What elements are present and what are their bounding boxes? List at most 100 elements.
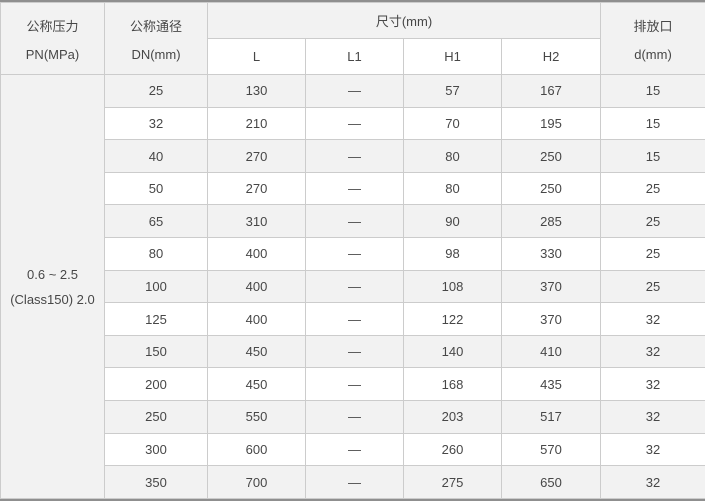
cell-l: 270 bbox=[207, 139, 306, 173]
header-diameter: 公称通径 DN(mm) bbox=[104, 2, 208, 75]
cell-h2: 650 bbox=[500, 465, 602, 499]
cell-d: 32 bbox=[600, 465, 705, 499]
cell-h2: 250 bbox=[500, 171, 602, 206]
table-row: 150 450—140 410 32 bbox=[1, 334, 705, 369]
cell-dn: 125 bbox=[104, 302, 208, 336]
table-row: 40 270—80 250 15 bbox=[1, 139, 705, 173]
pressure-range-cell: 0.6 ~ 2.5 (Class150) 2.0 bbox=[0, 74, 105, 499]
cell-dn: 300 bbox=[104, 432, 208, 467]
header-dim-h2: H2 bbox=[500, 38, 602, 75]
cell-l: 210 bbox=[207, 106, 306, 141]
header-pressure-label: 公称压力 bbox=[26, 18, 79, 34]
header-dim-h1: H1 bbox=[403, 38, 502, 75]
cell-l1: — bbox=[305, 171, 404, 206]
cell-h1: 260 bbox=[403, 432, 502, 467]
cell-l1: — bbox=[305, 465, 404, 499]
cell-h2: 195 bbox=[500, 106, 602, 141]
cell-dn: 50 bbox=[104, 171, 208, 206]
cell-h2: 517 bbox=[500, 400, 602, 434]
cell-l1: — bbox=[305, 74, 404, 108]
cell-dn: 100 bbox=[104, 269, 208, 304]
cell-l1: — bbox=[305, 302, 404, 336]
cell-dn: 200 bbox=[104, 367, 208, 402]
cell-dn: 32 bbox=[104, 106, 208, 141]
table-header: 公称压力 PN(MPa) 公称通径 DN(mm) 尺寸(mm) 排放口 d(mm… bbox=[0, 2, 705, 75]
cell-h2: 570 bbox=[500, 432, 602, 467]
cell-h1: 108 bbox=[403, 269, 502, 304]
table-row: 32 210—70 195 15 bbox=[1, 106, 705, 141]
cell-d: 32 bbox=[600, 334, 705, 369]
cell-dn: 150 bbox=[104, 334, 208, 369]
cell-d: 32 bbox=[600, 367, 705, 402]
cell-l: 130 bbox=[207, 74, 306, 108]
header-pressure-unit: PN(MPa) bbox=[25, 46, 80, 62]
header-pressure: 公称压力 PN(MPa) bbox=[0, 2, 105, 75]
header-diameter-unit: DN(mm) bbox=[131, 46, 181, 62]
cell-l: 550 bbox=[207, 400, 306, 434]
cell-l1: — bbox=[305, 367, 404, 402]
header-dim-l1: L1 bbox=[305, 38, 404, 75]
table-row: 80 400—98 330 25 bbox=[1, 237, 705, 271]
cell-d: 32 bbox=[600, 400, 705, 434]
cell-d: 15 bbox=[600, 106, 705, 141]
table-row: 350 700—275 650 32 bbox=[1, 465, 705, 499]
cell-h2: 435 bbox=[500, 367, 602, 402]
table-row: 100 400—108 370 25 bbox=[1, 269, 705, 304]
cell-l1: — bbox=[305, 432, 404, 467]
table-row: 50 270—80 250 25 bbox=[1, 171, 705, 206]
cell-l1: — bbox=[305, 400, 404, 434]
cell-l1: — bbox=[305, 204, 404, 239]
header-diameter-label: 公称通径 bbox=[129, 18, 182, 34]
cell-h1: 140 bbox=[403, 334, 502, 369]
cell-l1: — bbox=[305, 269, 404, 304]
header-drain-label: 排放口 bbox=[633, 18, 673, 34]
cell-l1: — bbox=[305, 139, 404, 173]
cell-h2: 370 bbox=[500, 302, 602, 336]
header-drain-unit: d(mm) bbox=[634, 46, 672, 62]
cell-l: 600 bbox=[207, 432, 306, 467]
cell-dn: 40 bbox=[104, 139, 208, 173]
cell-h1: 275 bbox=[403, 465, 502, 499]
cell-l: 400 bbox=[207, 302, 306, 336]
cell-h2: 285 bbox=[500, 204, 602, 239]
table-row: 125 400—122 370 32 bbox=[1, 302, 705, 336]
cell-d: 15 bbox=[600, 74, 705, 108]
cell-h1: 80 bbox=[403, 139, 502, 173]
table-body: 0.6 ~ 2.5 (Class150) 2.0 25 130—57 167 15 32 21… bbox=[0, 74, 705, 499]
cell-h2: 410 bbox=[500, 334, 602, 369]
cell-h1: 90 bbox=[403, 204, 502, 239]
cell-h1: 80 bbox=[403, 171, 502, 206]
header-drain: 排放口 d(mm) bbox=[600, 2, 705, 75]
table-row: 65 310—90 285 25 bbox=[1, 204, 705, 239]
header-row-sub: L L1 H1 H2 bbox=[1, 38, 705, 75]
table-row: 300 600—260 570 32 bbox=[1, 432, 705, 467]
cell-l1: — bbox=[305, 237, 404, 271]
table-row: 0.6 ~ 2.5 (Class150) 2.0 25 130—57 167 15 bbox=[0, 74, 705, 499]
cell-dn: 80 bbox=[104, 237, 208, 271]
table-row: 200 450—168 435 32 bbox=[1, 367, 705, 402]
cell-h1: 203 bbox=[403, 400, 502, 434]
cell-h2: 370 bbox=[500, 269, 602, 304]
cell-d: 25 bbox=[600, 237, 705, 271]
cell-d: 32 bbox=[600, 302, 705, 336]
cell-dn: 350 bbox=[104, 465, 208, 499]
cell-l: 450 bbox=[207, 367, 306, 402]
cell-dn: 250 bbox=[104, 400, 208, 434]
cell-l1: — bbox=[305, 106, 404, 141]
cell-dn: 25 bbox=[104, 74, 208, 108]
cell-l1: — bbox=[305, 334, 404, 369]
cell-h1: 168 bbox=[403, 367, 502, 402]
cell-l: 270 bbox=[207, 171, 306, 206]
header-dim-l: L bbox=[207, 38, 306, 75]
pressure-range-line2: (Class150) 2.0 bbox=[10, 291, 95, 307]
cell-l: 400 bbox=[207, 237, 306, 271]
header-row-main: 公称压力 PN(MPa) 公称通径 DN(mm) 尺寸(mm) 排放口 d(mm… bbox=[0, 2, 705, 75]
table-row: 250 550—203 517 32 bbox=[1, 400, 705, 434]
cell-h1: 98 bbox=[403, 237, 502, 271]
cell-h1: 122 bbox=[403, 302, 502, 336]
cell-dn: 65 bbox=[104, 204, 208, 239]
cell-h2: 330 bbox=[500, 237, 602, 271]
pressure-range-line1: 0.6 ~ 2.5 bbox=[27, 266, 78, 282]
